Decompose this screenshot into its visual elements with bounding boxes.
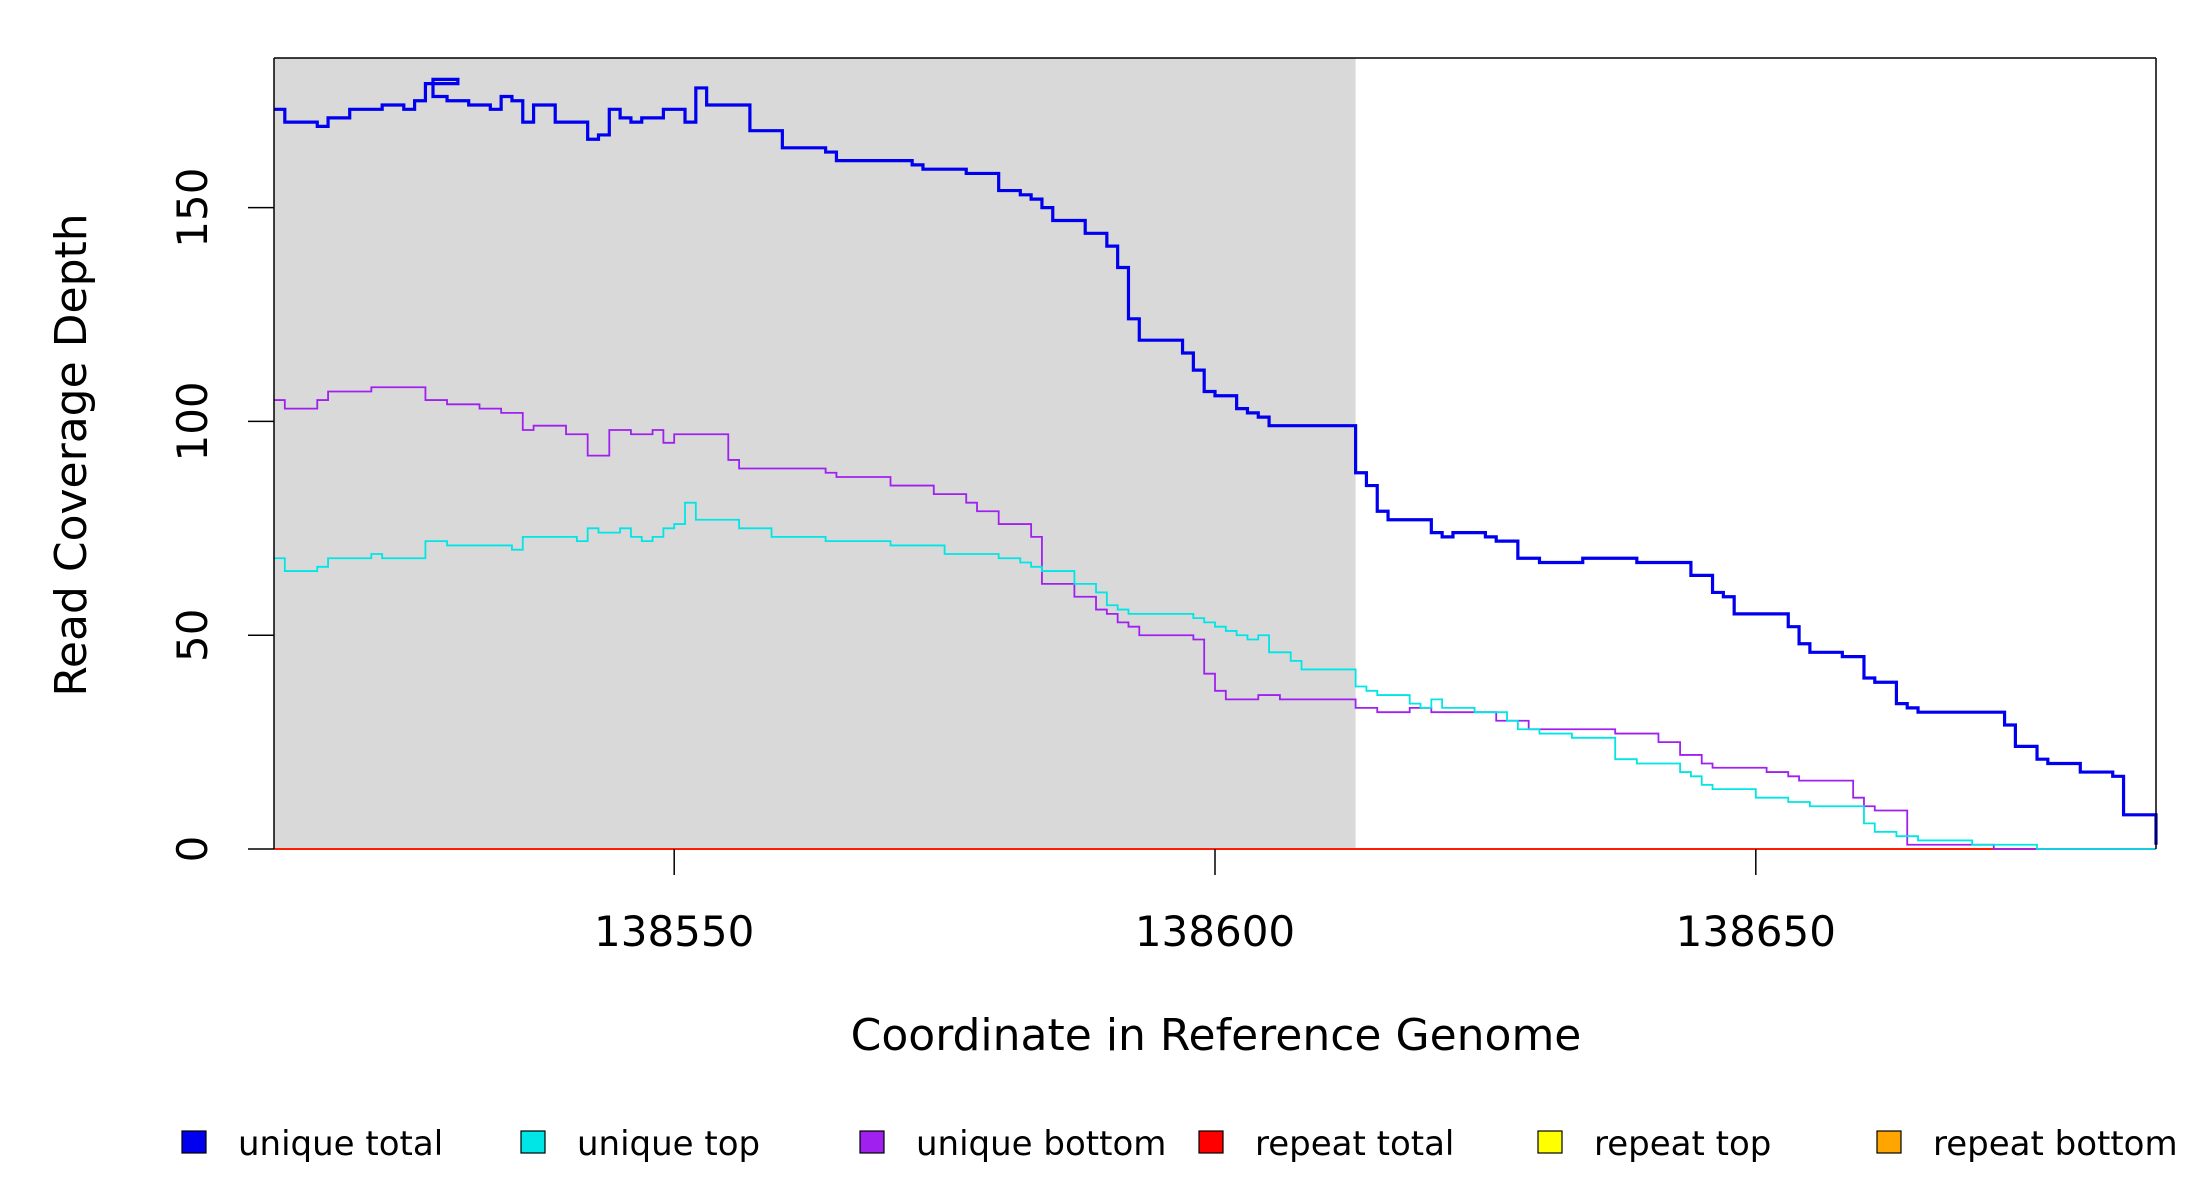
y-tick-label: 100 xyxy=(168,381,217,461)
legend-label-unique-total: unique total xyxy=(238,1124,443,1164)
y-axis-title: Read Coverage Depth xyxy=(46,213,97,696)
shaded-region xyxy=(274,58,1356,849)
legend-label-repeat-top: repeat top xyxy=(1594,1124,1771,1164)
plot-area xyxy=(274,58,2158,850)
x-tick-label: 138650 xyxy=(1676,907,1836,956)
legend-swatch-unique-bottom xyxy=(859,1130,885,1154)
legend-swatch-unique-total xyxy=(181,1130,207,1154)
legend-label-unique-bottom: unique bottom xyxy=(916,1124,1166,1164)
series-unique-top-line xyxy=(274,501,2156,850)
legend-label-unique-top: unique top xyxy=(577,1124,760,1164)
x-tick-label: 138550 xyxy=(594,907,754,956)
x-tick-label: 138600 xyxy=(1135,907,1295,956)
series-unique-bottom-line xyxy=(274,386,2156,850)
legend-swatch-repeat-top xyxy=(1537,1130,1563,1154)
legend-label-repeat-bottom: repeat bottom xyxy=(1933,1124,2178,1164)
y-tick-label: 0 xyxy=(168,836,217,863)
y-tick-label: 150 xyxy=(168,168,217,248)
legend-swatch-unique-top xyxy=(520,1130,546,1154)
legend-label-repeat-total: repeat total xyxy=(1255,1124,1454,1164)
legend-swatch-repeat-total xyxy=(1198,1130,1224,1154)
legend: unique total unique top unique bottom repea… xyxy=(181,1124,2178,1164)
legend-swatch-repeat-bottom xyxy=(1876,1130,1902,1154)
series-unique-total-line xyxy=(274,77,2158,845)
y-tick-label: 50 xyxy=(168,608,217,661)
x-axis-title: Coordinate in Reference Genome xyxy=(851,1010,1582,1061)
axes: 0 50 100 150 138550 138600 138650 xyxy=(168,57,2157,956)
